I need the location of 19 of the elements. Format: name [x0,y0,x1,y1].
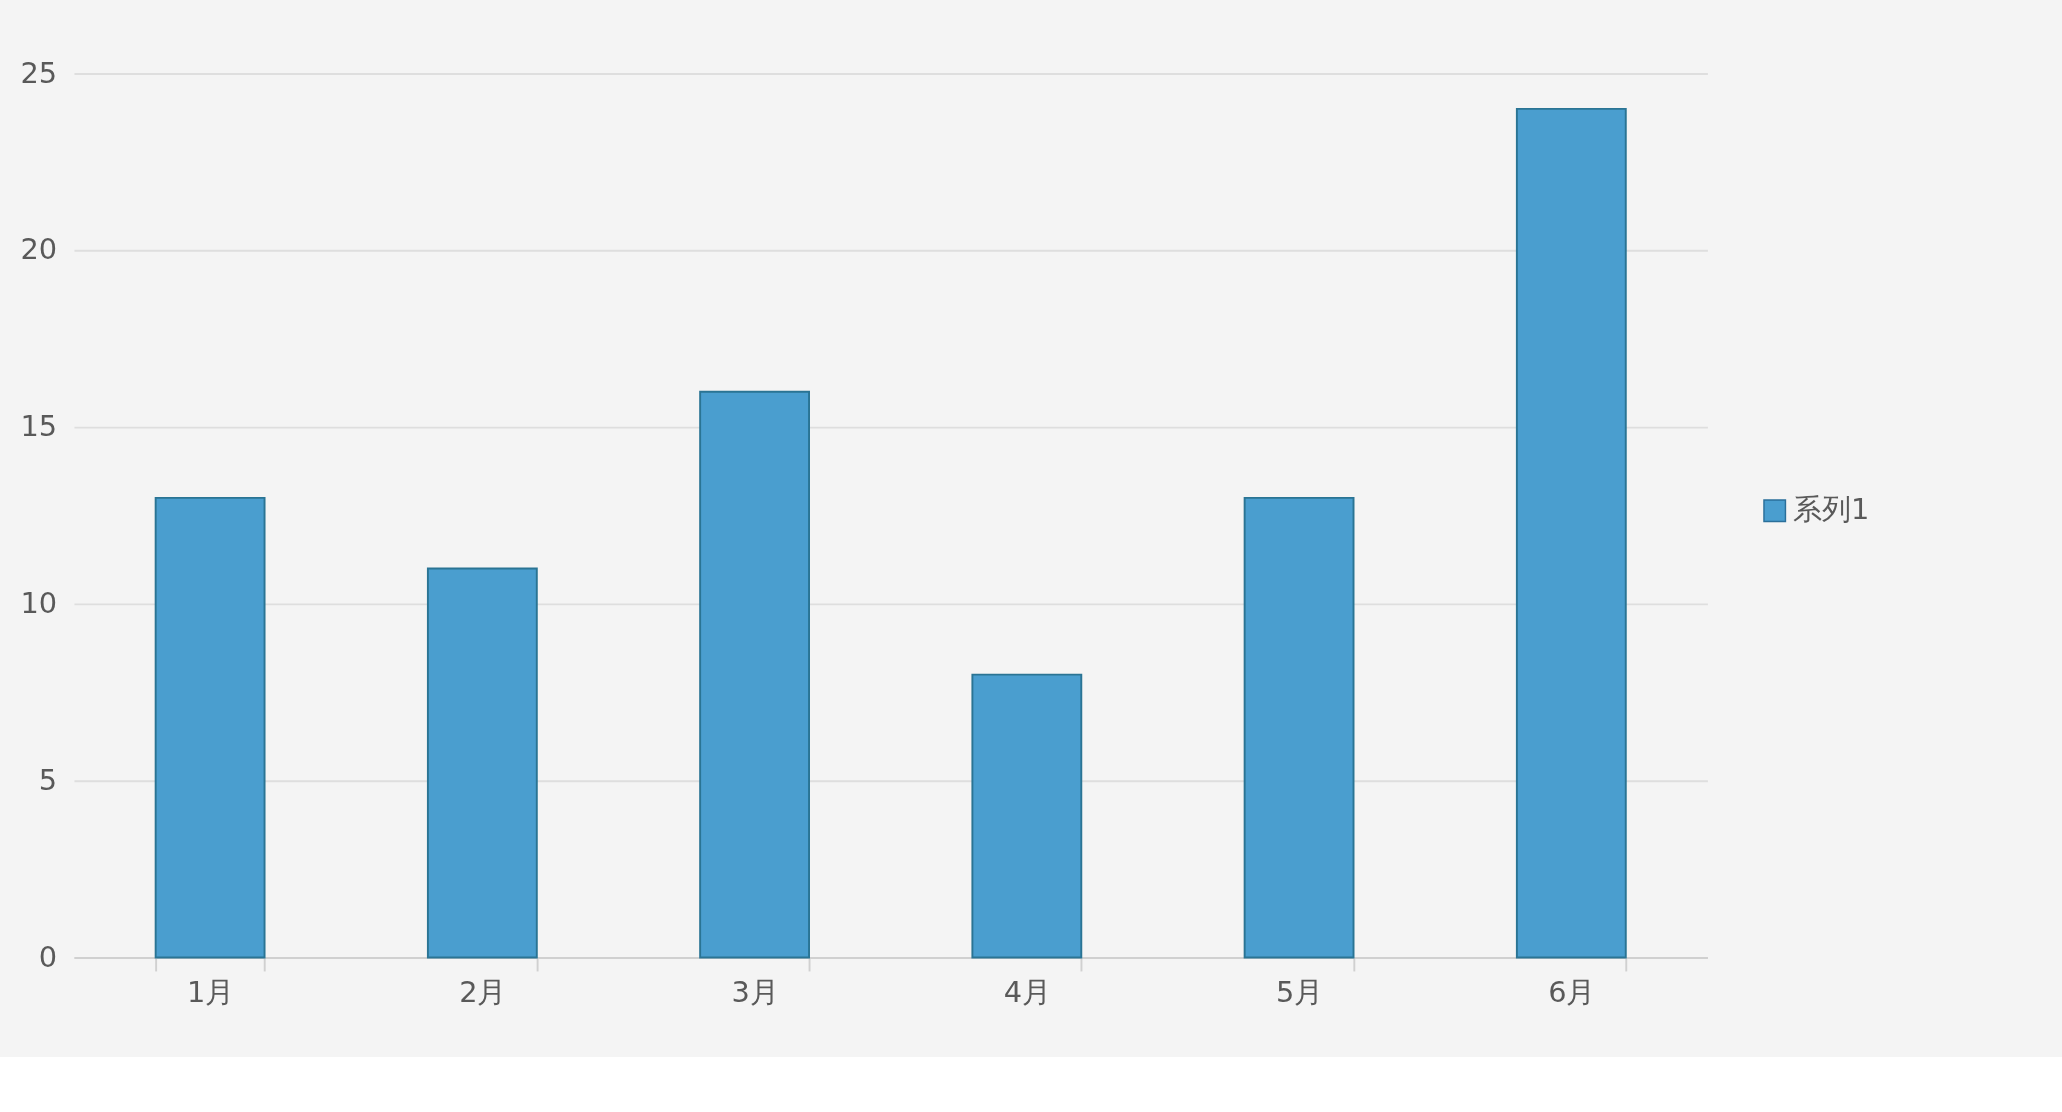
x-tick-label: 4月 [1003,975,1051,1010]
x-tick-label: 6月 [1548,975,1596,1010]
bar [699,390,810,959]
bar [1243,496,1355,959]
bar [1515,107,1627,959]
legend-label: 系列1 [1792,492,1870,527]
y-tick-label: 5 [38,762,58,797]
x-tick-label: 5月 [1275,975,1324,1010]
y-tick-label: 10 [20,586,58,621]
y-tick-label: 20 [20,232,58,267]
x-tick-label: 1月 [186,975,235,1010]
x-tick-label: 3月 [731,975,779,1010]
bar [971,673,1083,959]
x-tick-label: 2月 [459,975,507,1010]
y-tick-label: 15 [20,409,58,444]
y-tick-label: 25 [20,55,58,90]
y-tick-label: 0 [38,939,58,974]
bar [154,496,266,959]
bar [426,567,538,959]
